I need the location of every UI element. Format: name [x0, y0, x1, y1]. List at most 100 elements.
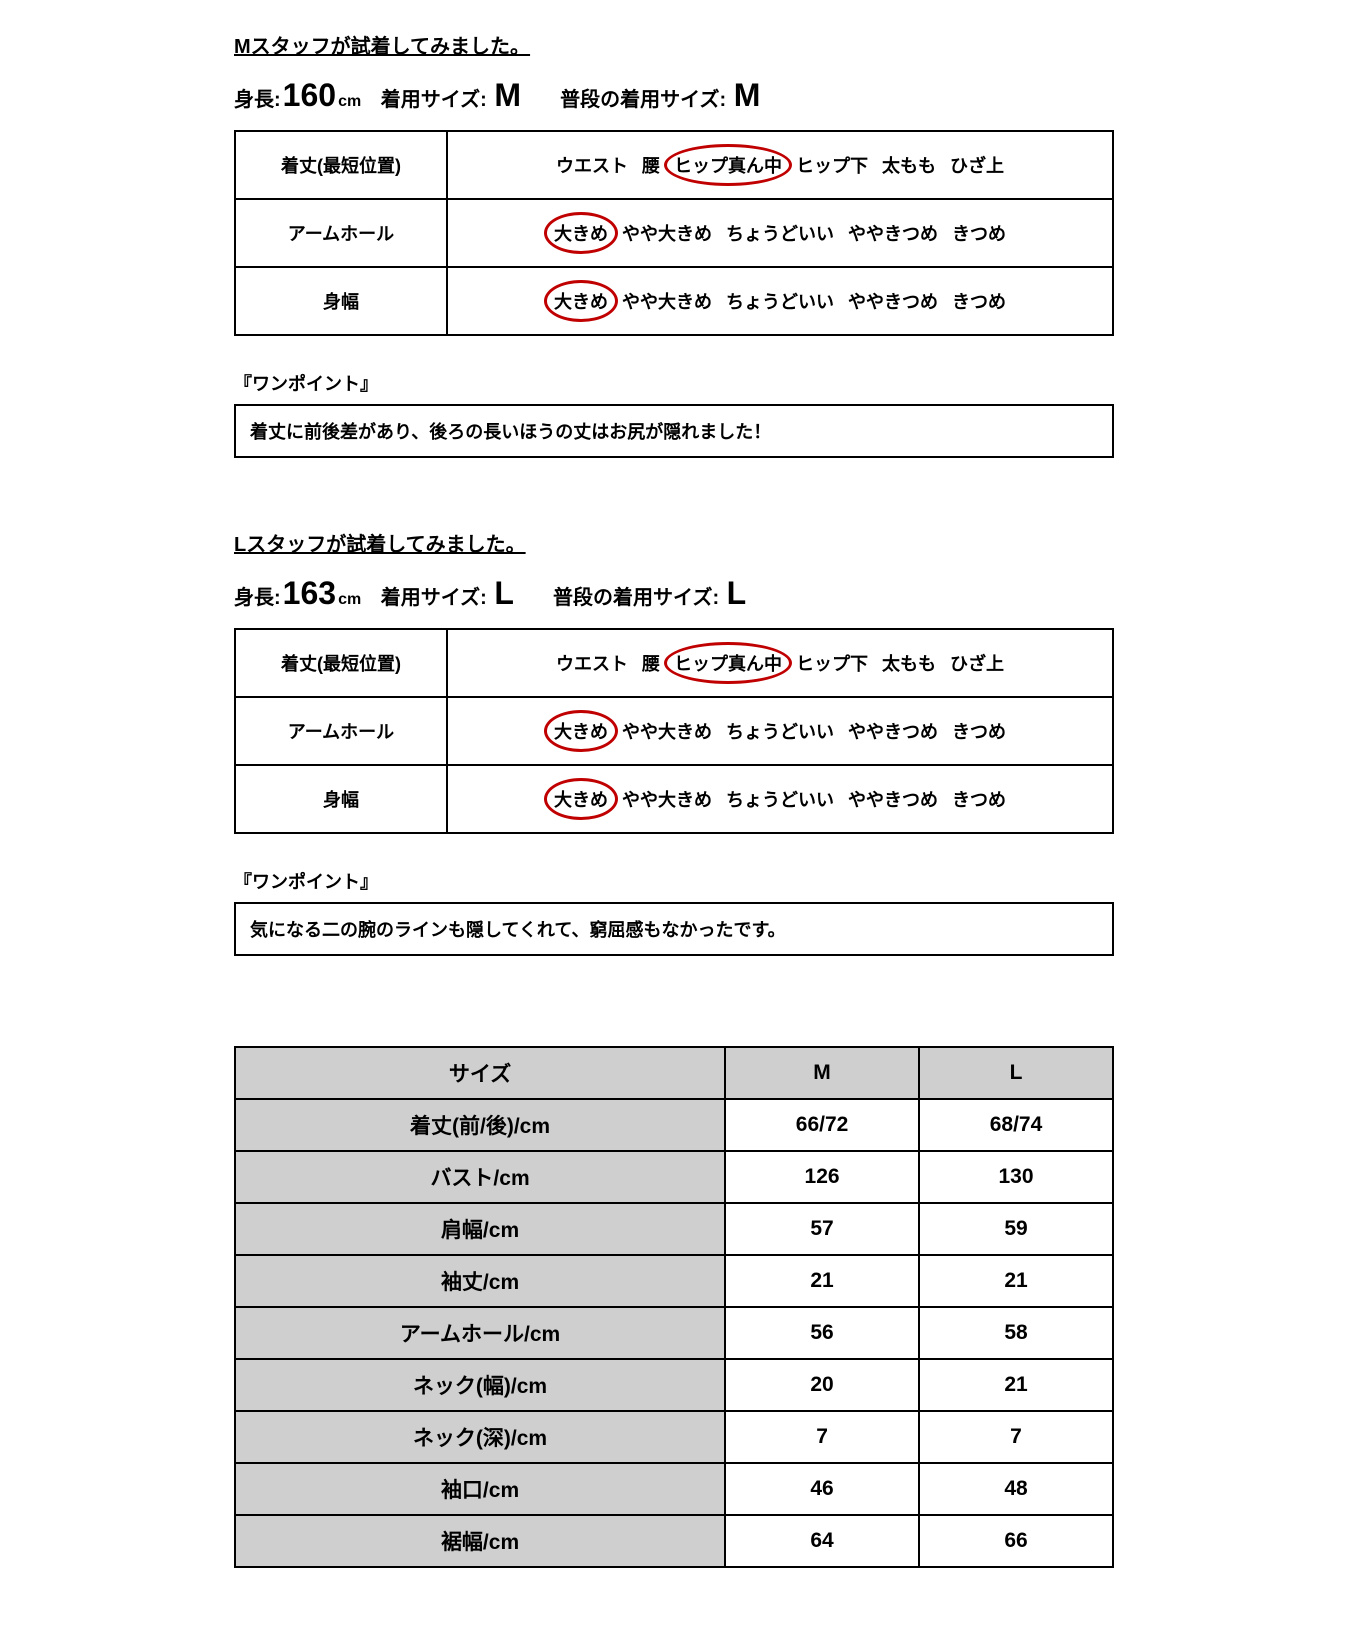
- fit-option: ウエスト: [556, 650, 628, 676]
- tryon-label: 着用サイズ:: [381, 89, 487, 111]
- fit-option: ややきつめ: [848, 288, 938, 314]
- fit-option: きつめ: [952, 220, 1006, 246]
- size-row: 着丈(前/後)/cm66/7268/74: [235, 1099, 1113, 1151]
- fit-option: ちょうどいい: [726, 718, 834, 744]
- fit-option: ひざ上: [950, 650, 1004, 676]
- fit-option: きつめ: [952, 718, 1006, 744]
- size-cell: 20: [725, 1359, 919, 1411]
- size-row-label: ネック(幅)/cm: [235, 1359, 725, 1411]
- size-cell: 66: [919, 1515, 1113, 1567]
- size-row: 裾幅/cm6466: [235, 1515, 1113, 1567]
- fit-option: やや大きめ: [622, 718, 712, 744]
- size-cell: 130: [919, 1151, 1113, 1203]
- fit-row-label: 身幅: [235, 267, 447, 335]
- size-row-label: 袖口/cm: [235, 1463, 725, 1515]
- fit-option: ちょうどいい: [726, 220, 834, 246]
- onepoint-label: 『ワンポイント』: [234, 370, 1114, 396]
- fit-option: きつめ: [952, 288, 1006, 314]
- usual-label: 普段の着用サイズ:: [553, 587, 719, 609]
- fit-row: アームホール大きめやや大きめちょうどいいややきつめきつめ: [235, 697, 1113, 765]
- usual-value: L: [725, 575, 749, 611]
- fit-row-options: 大きめやや大きめちょうどいいややきつめきつめ: [447, 267, 1113, 335]
- size-cell: 57: [725, 1203, 919, 1255]
- fit-option: 大きめ: [554, 786, 608, 812]
- fit-option: ヒップ真ん中: [674, 650, 782, 676]
- fit-option: ヒップ下: [796, 152, 868, 178]
- size-cell: 68/74: [919, 1099, 1113, 1151]
- size-cell: 48: [919, 1463, 1113, 1515]
- onepoint-label: 『ワンポイント』: [234, 868, 1114, 894]
- size-header-cell: サイズ: [235, 1047, 725, 1099]
- fit-option: やや大きめ: [622, 786, 712, 812]
- fit-option: きつめ: [952, 786, 1006, 812]
- staff-block-m: Mスタッフが試着してみました。 身長:160cm 着用サイズ: M 普段の着用サ…: [234, 30, 1114, 458]
- fit-option: 太もも: [882, 650, 936, 676]
- size-cell: 64: [725, 1515, 919, 1567]
- size-row: 肩幅/cm5759: [235, 1203, 1113, 1255]
- fit-option: 大きめ: [554, 718, 608, 744]
- size-row: 袖丈/cm2121: [235, 1255, 1113, 1307]
- size-row: ネック(深)/cm77: [235, 1411, 1113, 1463]
- size-table: サイズML着丈(前/後)/cm66/7268/74バスト/cm126130肩幅/…: [234, 1046, 1114, 1568]
- fit-row: 身幅大きめやや大きめちょうどいいややきつめきつめ: [235, 765, 1113, 833]
- staff-block-l: Lスタッフが試着してみました。 身長:163cm 着用サイズ: L 普段の着用サ…: [234, 528, 1114, 956]
- size-row: バスト/cm126130: [235, 1151, 1113, 1203]
- size-cell: 21: [919, 1255, 1113, 1307]
- fit-row-label: 着丈(最短位置): [235, 131, 447, 199]
- tryon-label: 着用サイズ:: [381, 587, 487, 609]
- size-header-cell: M: [725, 1047, 919, 1099]
- fit-option: ちょうどいい: [726, 288, 834, 314]
- size-header-cell: L: [919, 1047, 1113, 1099]
- fit-row-label: 身幅: [235, 765, 447, 833]
- onepoint-box: 着丈に前後差があり、後ろの長いほうの丈はお尻が隠れました！: [234, 404, 1114, 458]
- size-cell: 56: [725, 1307, 919, 1359]
- usual-value: M: [732, 77, 763, 113]
- fit-row-options: ウエスト腰ヒップ真ん中ヒップ下太ももひざ上: [447, 131, 1113, 199]
- fit-row-options: 大きめやや大きめちょうどいいややきつめきつめ: [447, 765, 1113, 833]
- size-cell: 46: [725, 1463, 919, 1515]
- section-title: Mスタッフが試着してみました。: [234, 30, 1114, 59]
- fit-row: 着丈(最短位置)ウエスト腰ヒップ真ん中ヒップ下太ももひざ上: [235, 131, 1113, 199]
- size-header-row: サイズML: [235, 1047, 1113, 1099]
- size-row-label: 着丈(前/後)/cm: [235, 1099, 725, 1151]
- height-unit: cm: [338, 591, 375, 608]
- fit-table: 着丈(最短位置)ウエスト腰ヒップ真ん中ヒップ下太ももひざ上アームホール大きめやや…: [234, 130, 1114, 336]
- fit-option: ややきつめ: [848, 786, 938, 812]
- fit-row-options: 大きめやや大きめちょうどいいややきつめきつめ: [447, 199, 1113, 267]
- size-cell: 21: [725, 1255, 919, 1307]
- fit-option: ヒップ下: [796, 650, 868, 676]
- stats-line: 身長:160cm 着用サイズ: M 普段の着用サイズ: M: [234, 77, 1114, 114]
- fit-option: 腰: [642, 152, 660, 178]
- fit-table: 着丈(最短位置)ウエスト腰ヒップ真ん中ヒップ下太ももひざ上アームホール大きめやや…: [234, 628, 1114, 834]
- fit-row-options: 大きめやや大きめちょうどいいややきつめきつめ: [447, 697, 1113, 765]
- fit-row: 身幅大きめやや大きめちょうどいいややきつめきつめ: [235, 267, 1113, 335]
- fit-option: 腰: [642, 650, 660, 676]
- fit-option: 大きめ: [554, 220, 608, 246]
- fit-row-options: ウエスト腰ヒップ真ん中ヒップ下太ももひざ上: [447, 629, 1113, 697]
- fit-option: 太もも: [882, 152, 936, 178]
- fit-option: ちょうどいい: [726, 786, 834, 812]
- tryon-value: L: [492, 575, 516, 611]
- height-unit: cm: [338, 93, 375, 110]
- size-row-label: 肩幅/cm: [235, 1203, 725, 1255]
- stats-line: 身長:163cm 着用サイズ: L 普段の着用サイズ: L: [234, 575, 1114, 612]
- size-row: 袖口/cm4648: [235, 1463, 1113, 1515]
- size-row-label: アームホール/cm: [235, 1307, 725, 1359]
- size-cell: 21: [919, 1359, 1113, 1411]
- size-row-label: ネック(深)/cm: [235, 1411, 725, 1463]
- tryon-value: M: [492, 77, 523, 113]
- fit-option: ややきつめ: [848, 220, 938, 246]
- height-value: 160: [281, 77, 338, 113]
- size-row-label: バスト/cm: [235, 1151, 725, 1203]
- size-cell: 7: [725, 1411, 919, 1463]
- height-label: 身長:: [234, 587, 281, 609]
- section-title: Lスタッフが試着してみました。: [234, 528, 1114, 557]
- fit-row-label: アームホール: [235, 697, 447, 765]
- page: Mスタッフが試着してみました。 身長:160cm 着用サイズ: M 普段の着用サ…: [234, 30, 1114, 1568]
- onepoint-box: 気になる二の腕のラインも隠してくれて、窮屈感もなかったです。: [234, 902, 1114, 956]
- fit-option: ひざ上: [950, 152, 1004, 178]
- fit-option: 大きめ: [554, 288, 608, 314]
- usual-label: 普段の着用サイズ:: [560, 89, 726, 111]
- fit-row: アームホール大きめやや大きめちょうどいいややきつめきつめ: [235, 199, 1113, 267]
- size-cell: 126: [725, 1151, 919, 1203]
